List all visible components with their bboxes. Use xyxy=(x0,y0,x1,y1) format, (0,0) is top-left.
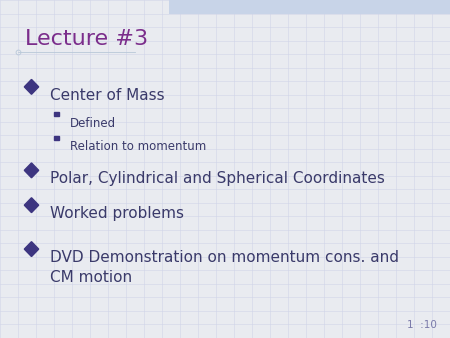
Text: Polar, Cylindrical and Spherical Coordinates: Polar, Cylindrical and Spherical Coordin… xyxy=(50,171,384,186)
Polygon shape xyxy=(24,242,39,257)
Polygon shape xyxy=(24,163,39,178)
Text: Center of Mass: Center of Mass xyxy=(50,88,164,103)
Polygon shape xyxy=(54,136,59,140)
FancyBboxPatch shape xyxy=(169,0,450,14)
Text: Lecture #3: Lecture #3 xyxy=(25,29,148,49)
Text: Worked problems: Worked problems xyxy=(50,206,184,221)
Text: Relation to momentum: Relation to momentum xyxy=(70,140,206,153)
Text: DVD Demonstration on momentum cons. and
CM motion: DVD Demonstration on momentum cons. and … xyxy=(50,250,399,285)
Polygon shape xyxy=(24,79,39,94)
Text: 1  :10: 1 :10 xyxy=(407,319,436,330)
Polygon shape xyxy=(54,112,59,116)
Polygon shape xyxy=(24,198,39,213)
Text: Defined: Defined xyxy=(70,117,116,129)
